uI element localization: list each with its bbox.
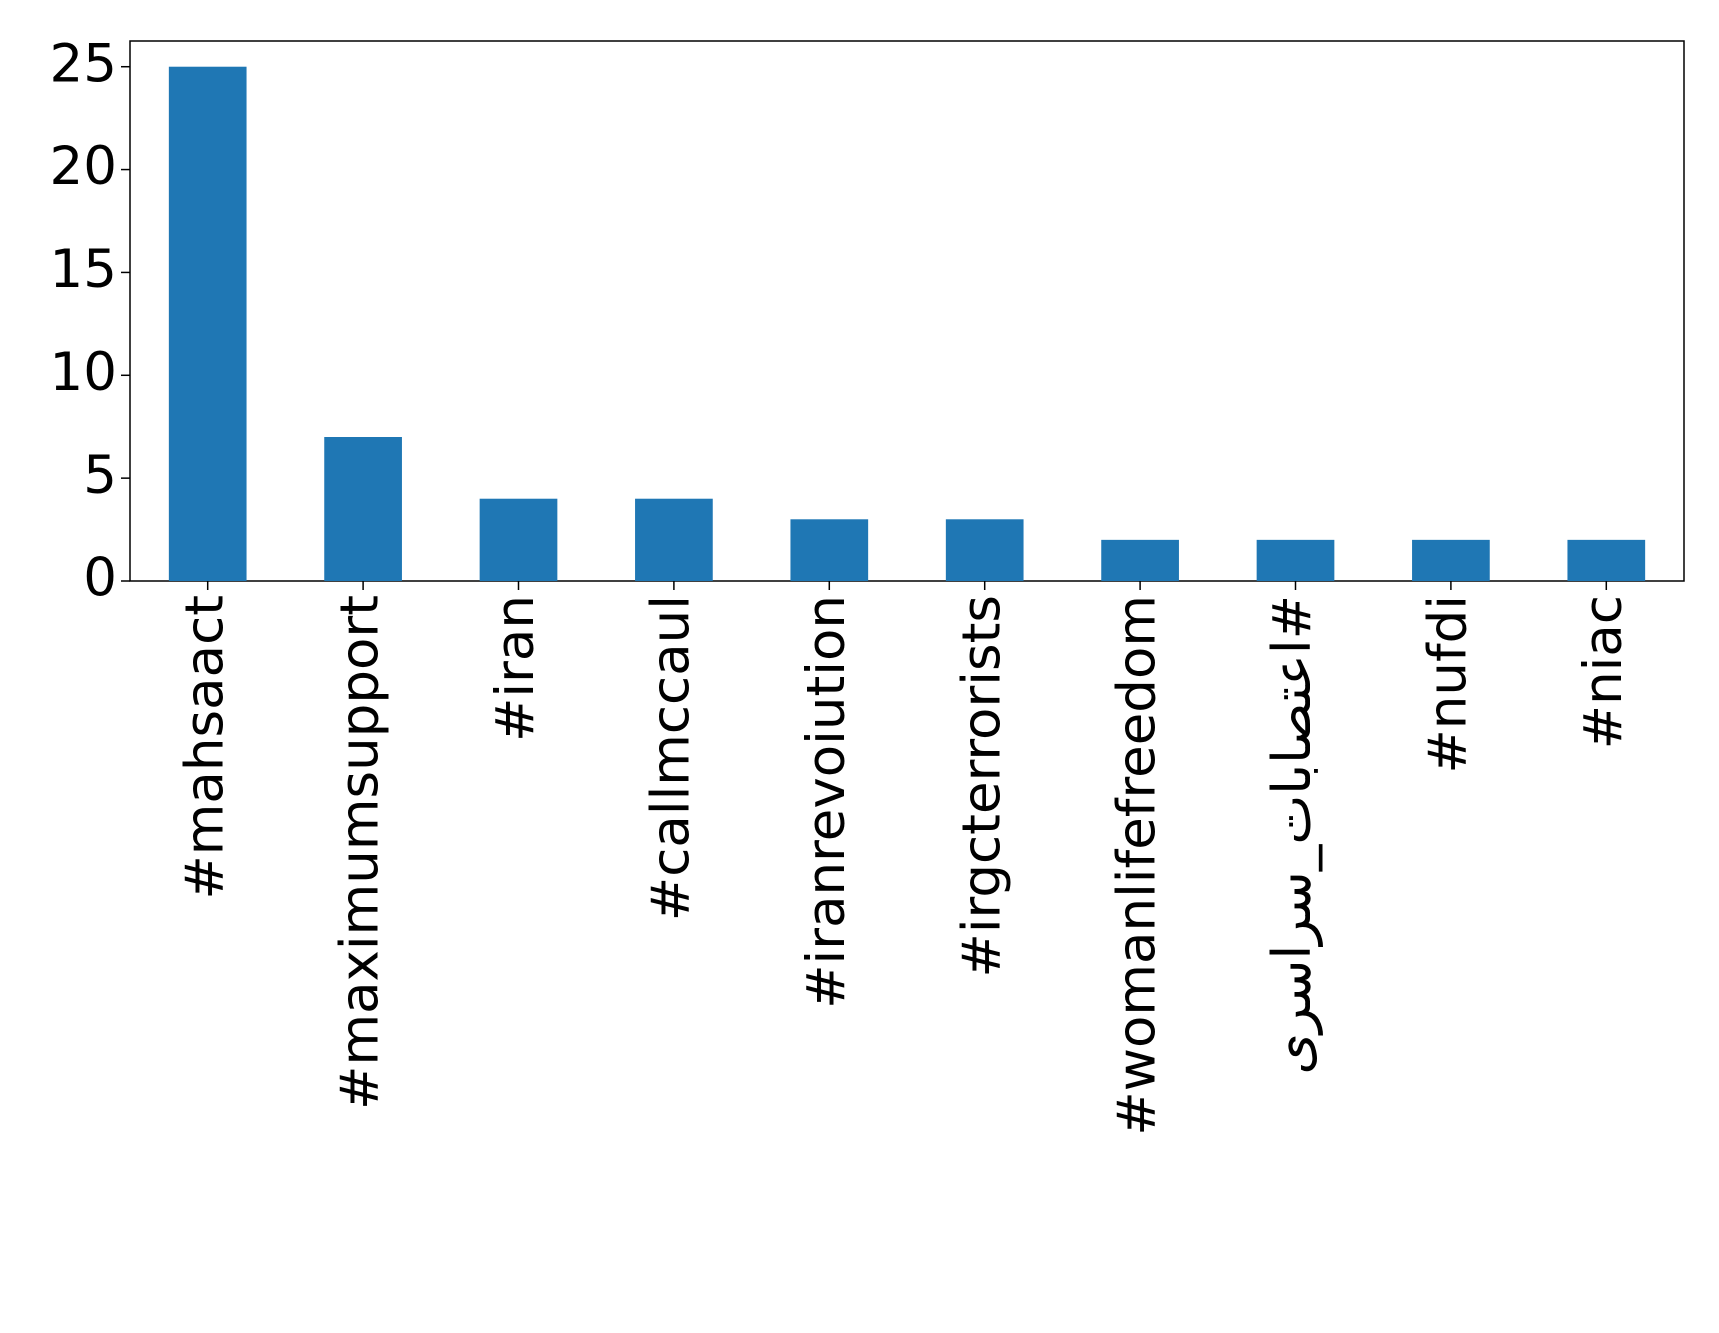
y-tick-label: 5	[83, 445, 117, 506]
x-tick-label: #mahsaact	[174, 595, 235, 900]
x-tick-label: #maximumsupport	[330, 595, 391, 1110]
bar	[1412, 539, 1490, 581]
y-tick-label: 15	[50, 239, 117, 300]
x-tick-label: #اعتصابات_سراسری	[1262, 595, 1323, 1075]
y-tick-label: 25	[50, 33, 117, 94]
x-tick-label: #iran	[485, 595, 546, 742]
x-tick-label: #iranrevoiution	[796, 595, 857, 1009]
x-tick-label: #irgcterrorists	[951, 595, 1012, 978]
bar	[635, 498, 713, 581]
x-tick-label: #nufdi	[1418, 595, 1479, 774]
y-tick-label: 10	[50, 342, 117, 403]
plot-frame	[129, 40, 1685, 582]
bar	[790, 519, 869, 581]
bar	[1101, 539, 1179, 581]
x-tick-label: #womanlifefreedom	[1107, 595, 1168, 1136]
bar	[479, 498, 558, 581]
y-tick-label: 20	[50, 136, 117, 197]
bar	[324, 437, 402, 581]
bar	[1256, 539, 1335, 581]
bar	[1567, 539, 1646, 581]
bar	[168, 66, 247, 581]
x-tick-label: #callmccaul	[641, 595, 702, 921]
bar	[945, 519, 1024, 581]
y-tick-label: 0	[83, 548, 117, 609]
x-tick-label: #niac	[1573, 595, 1634, 749]
